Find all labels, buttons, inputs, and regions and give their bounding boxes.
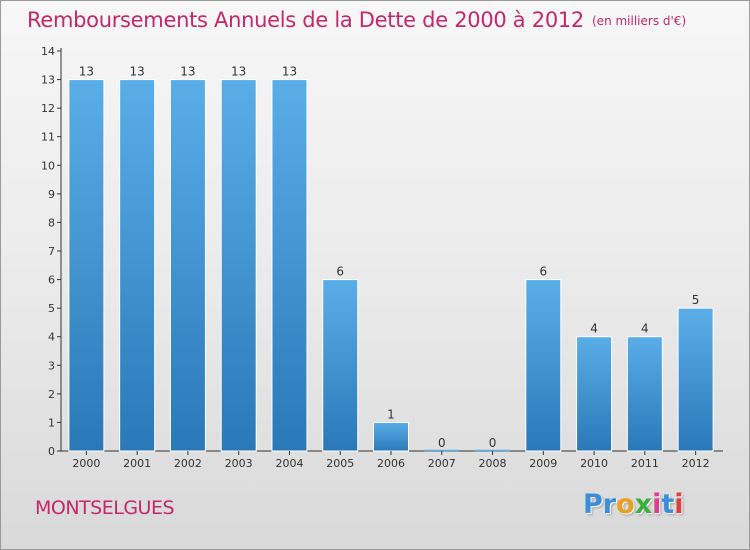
data-label: 4 xyxy=(641,322,649,336)
y-tick-label: 10 xyxy=(41,159,55,172)
x-tick-label: 2003 xyxy=(225,457,253,470)
x-tick-label: 2011 xyxy=(631,457,659,470)
data-label: 0 xyxy=(489,436,497,450)
y-tick-label: 8 xyxy=(48,216,55,229)
bar xyxy=(169,79,206,452)
x-tick-label: 2012 xyxy=(682,457,710,470)
bar xyxy=(220,79,257,452)
x-tick-label: 2007 xyxy=(428,457,456,470)
proxiti-logo: Proxiti xyxy=(583,489,684,520)
logo-letter: i xyxy=(674,489,684,520)
bar xyxy=(677,307,714,452)
x-tick-label: 2009 xyxy=(529,457,557,470)
y-tick-label: 1 xyxy=(48,416,55,429)
y-tick-label: 9 xyxy=(48,188,55,201)
data-label: 5 xyxy=(692,293,700,307)
data-label: 13 xyxy=(79,65,94,79)
logo-letter: o xyxy=(616,489,635,520)
data-label: 13 xyxy=(130,65,145,79)
x-tick-label: 2008 xyxy=(479,457,507,470)
logo-letter: r xyxy=(602,489,617,520)
logo-letter: i xyxy=(652,489,662,520)
logo-letter: P xyxy=(583,489,603,520)
y-tick-label: 3 xyxy=(48,359,55,372)
data-label: 1 xyxy=(387,407,395,421)
y-tick-label: 11 xyxy=(41,131,55,144)
bar xyxy=(119,79,156,452)
bar xyxy=(271,79,308,452)
chart-title: Remboursements Annuels de la Dette de 20… xyxy=(27,8,686,32)
x-tick-label: 2000 xyxy=(72,457,100,470)
bar xyxy=(373,421,409,452)
x-tick-label: 2002 xyxy=(174,457,202,470)
bar xyxy=(525,279,562,452)
data-label: 6 xyxy=(336,265,344,279)
y-tick-label: 6 xyxy=(48,274,55,287)
y-tick-label: 0 xyxy=(48,445,55,458)
commune-name: MONTSELGUES xyxy=(35,497,175,519)
bar xyxy=(576,336,613,452)
y-tick-label: 14 xyxy=(41,45,55,58)
x-tick-label: 2005 xyxy=(326,457,354,470)
data-label: 13 xyxy=(282,65,297,79)
logo-letter: x xyxy=(634,489,653,520)
data-label: 6 xyxy=(539,265,547,279)
bar xyxy=(68,79,105,452)
bar xyxy=(626,336,663,452)
x-tick-label: 2010 xyxy=(580,457,608,470)
y-tick-label: 2 xyxy=(48,388,55,401)
data-label: 4 xyxy=(590,322,598,336)
chart-title-text: Remboursements Annuels de la Dette de 20… xyxy=(27,8,584,32)
data-label: 0 xyxy=(438,436,446,450)
x-tick-label: 2001 xyxy=(123,457,151,470)
y-tick-label: 5 xyxy=(48,302,55,315)
chart-subtitle: (en milliers d'€) xyxy=(592,14,687,28)
data-label: 13 xyxy=(231,65,246,79)
data-label: 13 xyxy=(180,65,195,79)
logo-letter: t xyxy=(661,489,675,520)
y-tick-label: 13 xyxy=(41,74,55,87)
y-tick-label: 7 xyxy=(48,245,55,258)
y-tick-label: 4 xyxy=(48,331,55,344)
y-tick-label: 12 xyxy=(41,102,55,115)
x-tick-label: 2006 xyxy=(377,457,405,470)
bar xyxy=(322,279,359,452)
x-tick-label: 2004 xyxy=(275,457,303,470)
